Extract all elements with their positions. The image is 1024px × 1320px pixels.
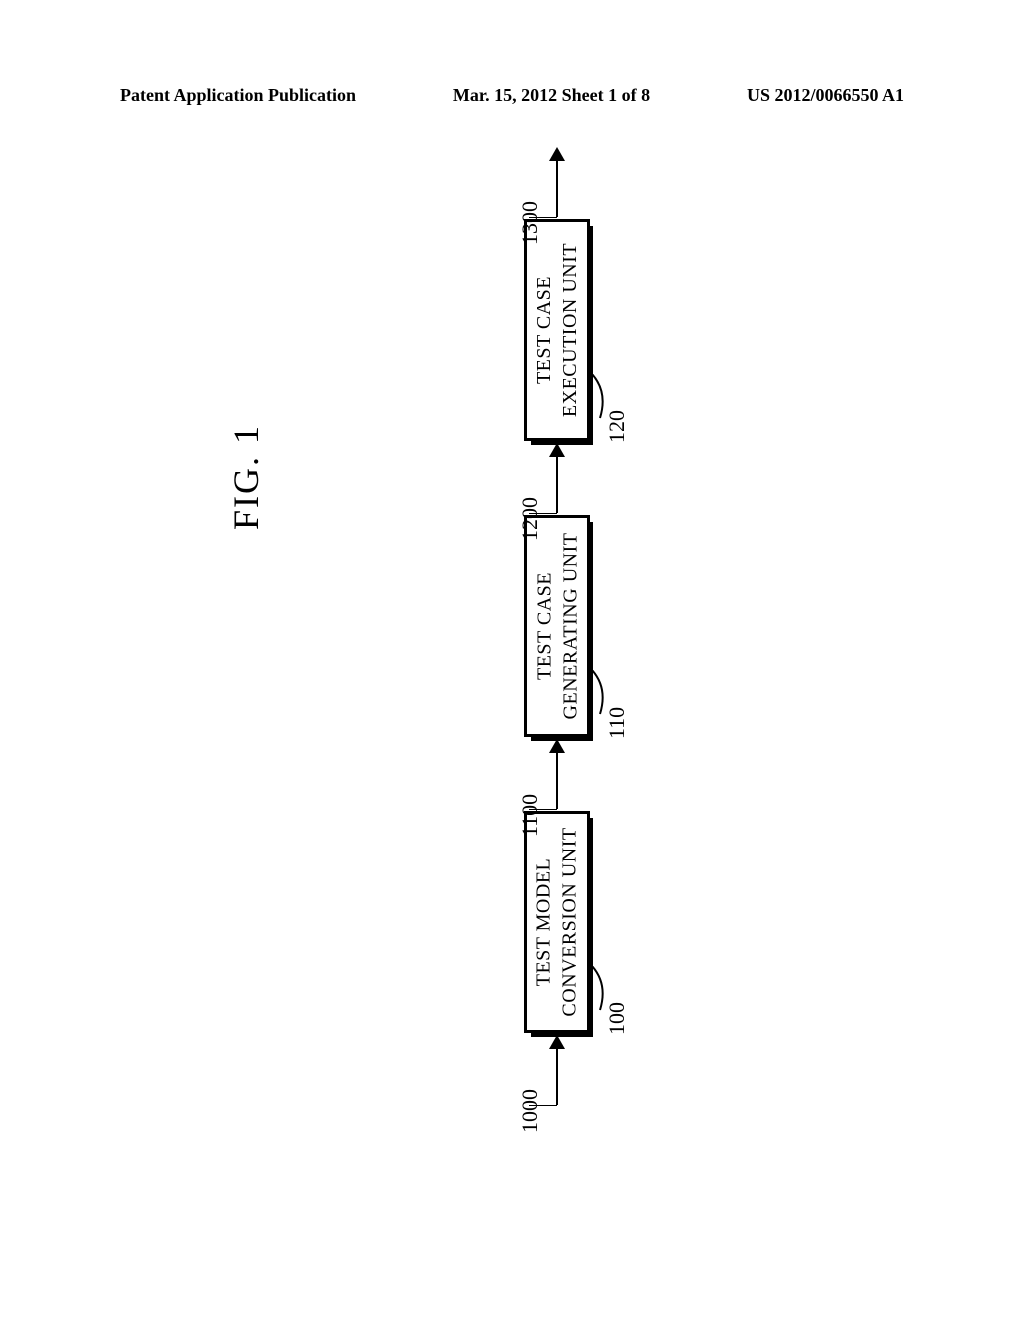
arr-1200-head [549,443,565,457]
box-110: TEST CASE GENERATING UNIT [524,515,590,737]
box-100-ref: 100 [604,1002,630,1035]
box-100: TEST MODEL CONVERSION UNIT [524,811,590,1033]
page-header: Patent Application Publication Mar. 15, … [0,85,1024,106]
box-110-text1: TEST CASE [533,572,555,680]
box-120-text1: TEST CASE [533,276,555,384]
box-120: TEST CASE EXECUTION UNIT [524,219,590,441]
arr-1200-line [556,453,558,513]
header-right-text: US 2012/0066550 A1 [747,85,904,106]
arr-1000-label: 1000 [517,1089,543,1133]
box-120-ref: 120 [604,410,630,443]
header-left-text: Patent Application Publication [120,85,356,106]
figure-label: FIG. 1 [225,424,267,530]
arr-1200-label: 1200 [517,497,543,541]
box-100-text1: TEST MODEL [533,858,555,987]
arr-1300-line [556,157,558,217]
arr-1300-head [549,147,565,161]
arr-1300-label: 1300 [517,201,543,245]
box-100-text2: CONVERSION UNIT [559,827,581,1016]
header-center-text: Mar. 15, 2012 Sheet 1 of 8 [453,85,650,106]
arr-1000-head [549,1035,565,1049]
arr-1100-label: 1100 [517,794,543,837]
arr-1100-line [556,749,558,809]
arr-1100-head [549,739,565,753]
box-110-text2: GENERATING UNIT [559,533,581,720]
box-110-ref: 110 [604,707,630,739]
box-120-text2: EXECUTION UNIT [559,243,581,417]
arr-1000-line [556,1045,558,1105]
